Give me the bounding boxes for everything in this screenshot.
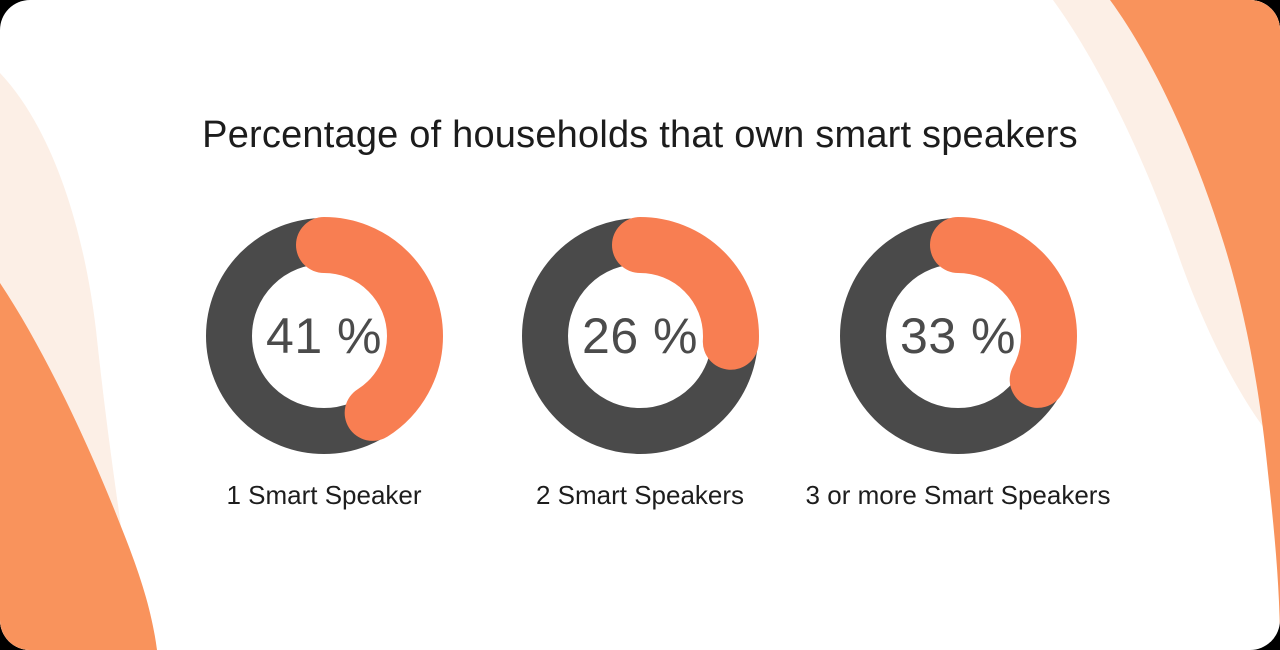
donut-chart-3: 33 % xyxy=(838,216,1078,456)
donut-chart-1: 41 % xyxy=(204,216,444,456)
donut-chart-1-svg xyxy=(205,217,443,455)
donut-progress-arc xyxy=(205,217,443,455)
donut-label-1: 1 Smart Speaker xyxy=(226,480,422,510)
donut-percent-value: 33 % xyxy=(900,308,1016,364)
donut-chart-2-svg xyxy=(521,217,759,455)
donut-label-2: 2 Smart Speakers xyxy=(535,480,745,510)
donut-percent-value: 41 % xyxy=(266,308,382,364)
donut-label-3: 3 or more Smart Speakers xyxy=(805,480,1111,510)
donut-percent-value: 26 % xyxy=(582,308,698,364)
orange-blob-bottom-left xyxy=(0,283,157,650)
page-title: Percentage of households that own smart … xyxy=(202,114,1078,156)
donut-progress-arc xyxy=(839,217,1077,455)
orange-swoosh-top-right xyxy=(1110,0,1280,633)
donut-chart-2: 26 % xyxy=(520,216,760,456)
donut-chart-3-svg xyxy=(839,217,1077,455)
donut-progress-arc xyxy=(521,217,759,455)
